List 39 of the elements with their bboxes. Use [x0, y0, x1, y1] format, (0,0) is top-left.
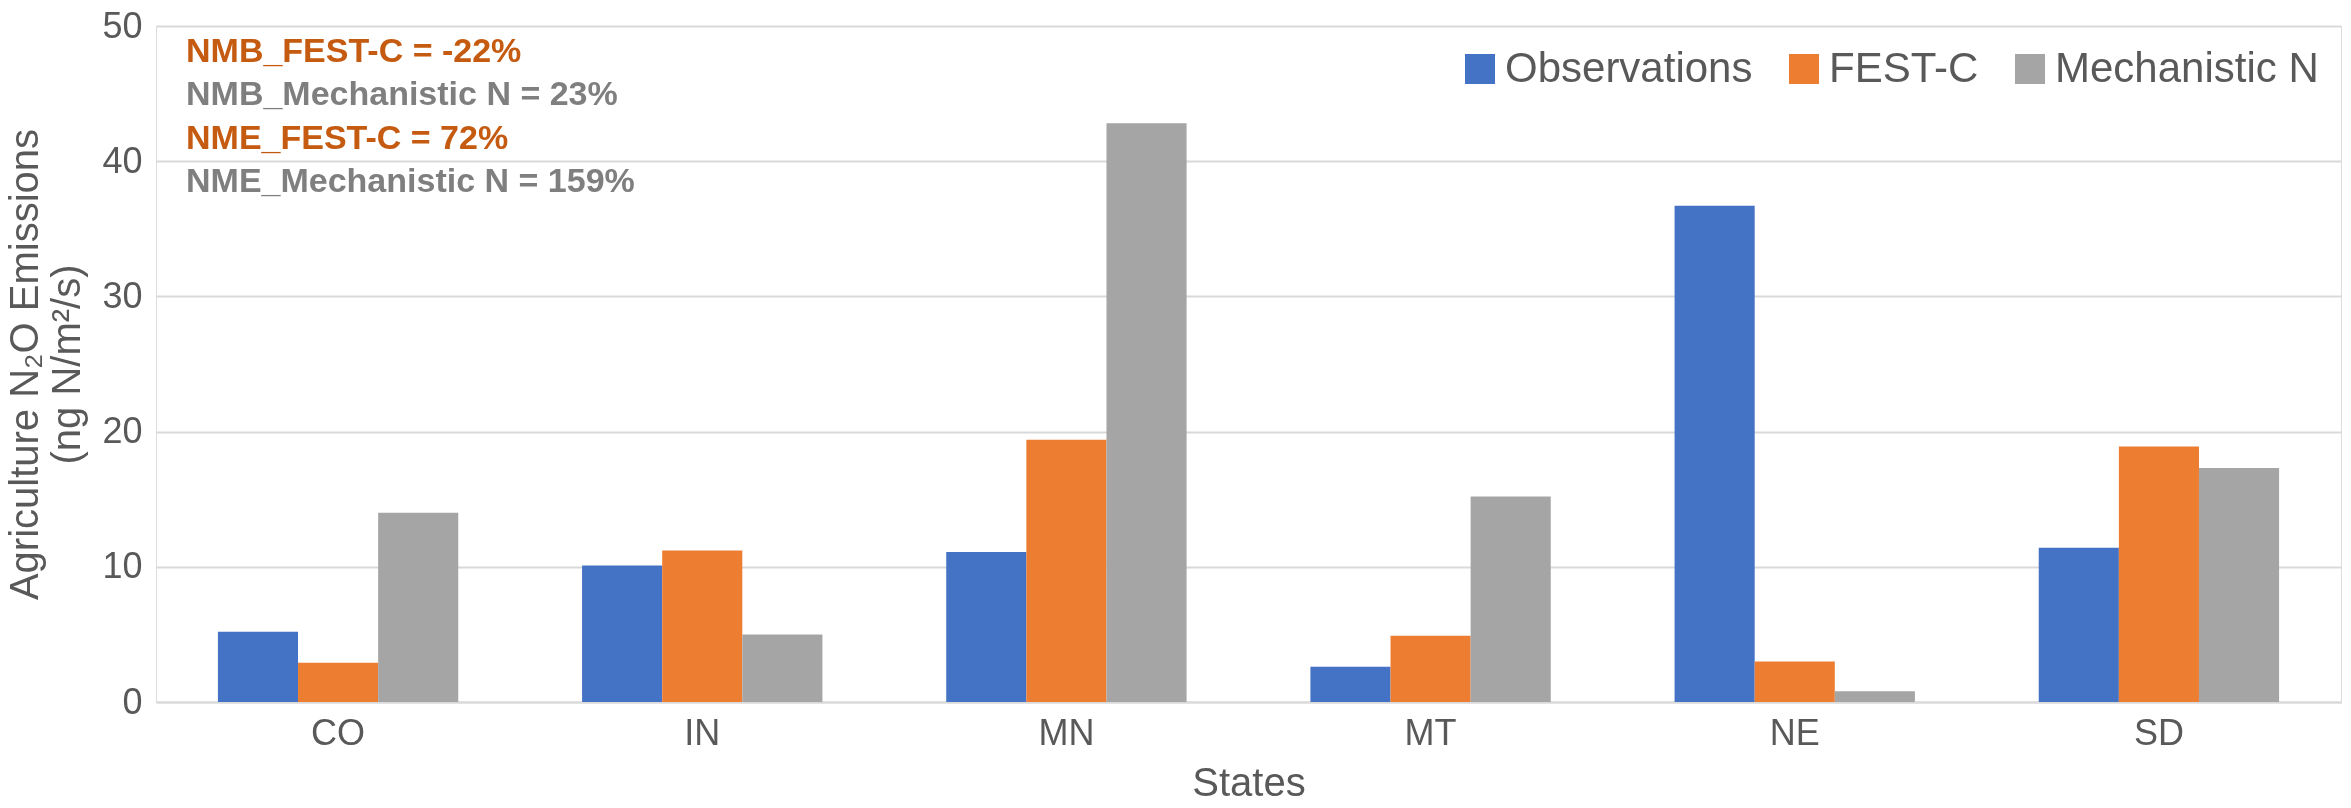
x-tick-label: MN — [1038, 711, 1095, 753]
bar — [582, 565, 663, 702]
bar — [2118, 446, 2199, 702]
bar — [742, 634, 823, 702]
x-tick-label: SD — [2133, 711, 2184, 753]
bar — [1106, 123, 1187, 702]
y-tick-label: 10 — [102, 545, 143, 587]
bar — [298, 662, 379, 702]
annotation: NME_FEST-C = 72% — [186, 117, 509, 156]
y-axis-title: Agriculture N₂O Emissions (ng N/m²/s) — [2, 128, 89, 601]
legend-label: FEST-C — [1829, 44, 1979, 91]
x-tick-label: IN — [684, 711, 721, 753]
legend-label: Observations — [1505, 44, 1753, 91]
y-tick-label: 20 — [102, 410, 143, 452]
bar — [2198, 468, 2280, 702]
legend-label: Mechanistic N — [2055, 44, 2319, 91]
x-tick-label: NE — [1769, 711, 1820, 753]
bar — [1470, 496, 1551, 702]
y-tick-label: 30 — [102, 274, 143, 316]
bar — [1026, 439, 1107, 702]
bar — [1310, 666, 1391, 702]
x-tick-label: CO — [311, 711, 366, 753]
y-tick-label: 40 — [102, 139, 143, 181]
x-axis-title: States — [1192, 759, 1306, 804]
x-tick-label: MT — [1404, 711, 1457, 753]
y-tick-label: 50 — [102, 4, 143, 46]
bar — [946, 551, 1027, 702]
annotation: NME_Mechanistic N = 159% — [186, 161, 635, 199]
bar — [1754, 661, 1835, 702]
annotation: NMB_Mechanistic N = 23% — [186, 74, 618, 113]
y-tick-label: 0 — [122, 680, 143, 722]
bar — [378, 512, 459, 702]
bar — [217, 631, 299, 702]
bar — [1390, 635, 1471, 702]
bar — [1674, 205, 1755, 702]
bar — [2038, 547, 2119, 702]
bar — [662, 550, 743, 702]
bar — [1834, 691, 1915, 702]
annotation: NMB_FEST-C = -22% — [186, 31, 522, 69]
